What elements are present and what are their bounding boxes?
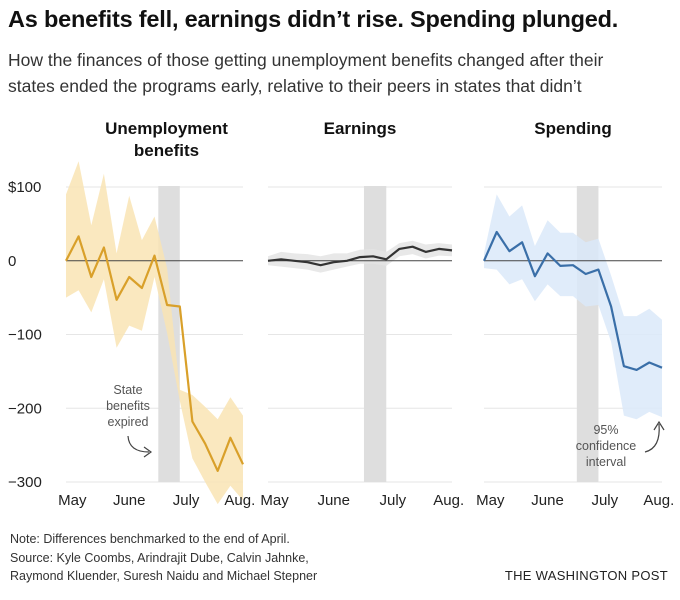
series-line (267, 245, 453, 267)
annotation-arrow (127, 435, 150, 453)
x-tick-label: July (380, 492, 407, 509)
y-tick-label: 0 (8, 253, 16, 270)
annotation-text: interval (586, 455, 626, 469)
annotation-arrowhead (653, 420, 665, 431)
x-tick-label: June (531, 492, 564, 509)
annotation-text: 95% (593, 423, 618, 437)
x-tick-label: May (58, 492, 87, 509)
chart-panel-3: Spending May June July Aug. 95% confidence inte… (476, 119, 674, 509)
annotation-arrow (644, 423, 660, 453)
x-tick-label: July (173, 492, 200, 509)
y-tick-label: $100 (8, 179, 41, 196)
panel-title: Unemployment (105, 119, 228, 138)
x-tick-label: July (591, 492, 618, 509)
x-tick-label: June (317, 492, 350, 509)
panel-title: benefits (134, 141, 199, 160)
annotation-text: expired (108, 415, 149, 429)
x-tick-label: Aug. (224, 492, 255, 509)
source-line: Source: Kyle Coombs, Arindrajit Dube, Ca… (10, 550, 309, 565)
y-tick-label: −200 (8, 400, 42, 417)
confidence-interval-area (66, 161, 243, 505)
annotation-text: confidence (576, 439, 637, 453)
y-tick-label: −100 (8, 327, 42, 344)
x-tick-label: May (260, 492, 289, 509)
publisher-credit: THE WASHINGTON POST (504, 568, 668, 583)
benefit-expiry-band (363, 186, 387, 482)
x-tick-label: Aug. (643, 492, 674, 509)
benefit-expiry-band (576, 186, 599, 482)
confidence-interval-area (484, 194, 662, 420)
deck-line: How the finances of those getting unempl… (8, 50, 604, 70)
note-line: Note: Differences benchmarked to the end… (10, 532, 290, 546)
source-line: Raymond Kluender, Suresh Naidu and Micha… (10, 569, 318, 583)
annotation-text: State (113, 383, 142, 397)
panel-title: Spending (534, 119, 611, 138)
annotation-text: benefits (106, 399, 150, 413)
series-line (482, 230, 663, 371)
footer-notes: Note: Differences benchmarked to the end… (10, 530, 317, 586)
y-tick-label: −300 (8, 474, 42, 491)
chart-panel-2: Earnings May June July Aug. (260, 119, 464, 509)
x-tick-label: June (113, 492, 146, 509)
series-line (65, 235, 244, 472)
chart-panel-1: Unemployment benefits May June July Aug. State… (58, 119, 255, 509)
deck-line: states ended the programs early, relativ… (8, 76, 582, 96)
annotation-arrowhead (143, 446, 153, 458)
headline: As benefits fell, earnings didn’t rise. … (8, 6, 619, 32)
x-tick-label: May (476, 492, 505, 509)
small-multiples-chart: $100 0 −100 −200 −300 Unemployment benefits May… (8, 119, 674, 509)
x-tick-label: Aug. (433, 492, 464, 509)
deck: How the finances of those getting unempl… (8, 47, 673, 99)
panel-title: Earnings (324, 119, 397, 138)
